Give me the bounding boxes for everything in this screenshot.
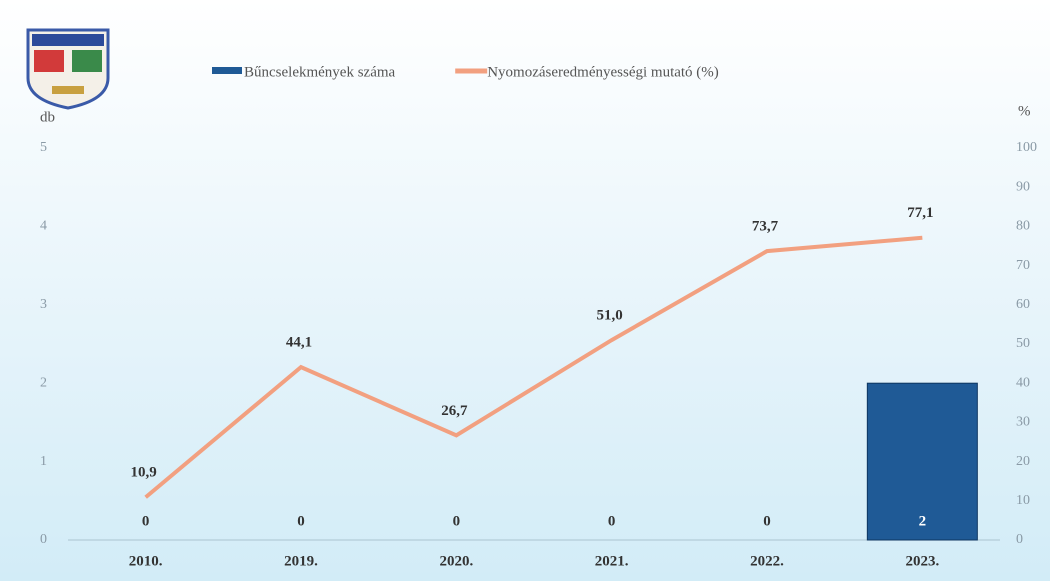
bar-value-label: 0 (453, 513, 461, 529)
x-tick-label: 2023. (905, 553, 939, 569)
y-tick-label: 3 (40, 297, 47, 312)
y-tick-label: 0 (40, 532, 47, 547)
y2-axis-title: % (1018, 103, 1031, 119)
line-value-label: 51,0 (597, 308, 623, 324)
y-tick-label: 5 (40, 140, 47, 155)
y2-tick-label: 40 (1016, 375, 1030, 390)
bar-value-label: 0 (142, 513, 150, 529)
y2-tick-label: 0 (1016, 532, 1023, 547)
y-tick-label: 4 (40, 219, 47, 234)
line-value-label: 44,1 (286, 335, 312, 351)
logo (28, 30, 108, 108)
y2-tick-label: 10 (1016, 493, 1030, 508)
legend-label: Nyomozáseredményességi mutató (%) (487, 64, 719, 80)
line-value-label: 73,7 (752, 219, 779, 235)
x-tick-label: 2021. (595, 553, 629, 569)
line-value-label: 10,9 (131, 465, 157, 481)
bar-value-label: 0 (763, 513, 771, 529)
y2-tick-label: 50 (1016, 336, 1030, 351)
y2-tick-label: 100 (1016, 140, 1037, 155)
chart: db % 01234501020304050607080901002010.20… (0, 0, 1050, 581)
bar-value-label: 0 (608, 513, 616, 529)
line-value-label: 77,1 (907, 205, 933, 221)
y-axis-title: db (40, 109, 55, 125)
y-tick-label: 2 (40, 375, 47, 390)
bar-value-label: 2 (919, 513, 927, 529)
y-tick-label: 1 (40, 454, 47, 469)
y2-tick-label: 90 (1016, 179, 1030, 194)
y2-tick-label: 60 (1016, 297, 1030, 312)
x-tick-label: 2019. (284, 553, 318, 569)
y2-tick-label: 80 (1016, 219, 1030, 234)
x-tick-label: 2022. (750, 553, 784, 569)
legend-swatch (212, 67, 242, 74)
y2-tick-label: 20 (1016, 454, 1030, 469)
x-tick-label: 2020. (439, 553, 473, 569)
x-tick-label: 2010. (129, 553, 163, 569)
y2-tick-label: 70 (1016, 258, 1030, 273)
y2-tick-label: 30 (1016, 415, 1030, 430)
bar-value-label: 0 (297, 513, 305, 529)
line-value-label: 26,7 (441, 403, 468, 419)
legend-label: Bűncselekmények száma (244, 64, 396, 80)
